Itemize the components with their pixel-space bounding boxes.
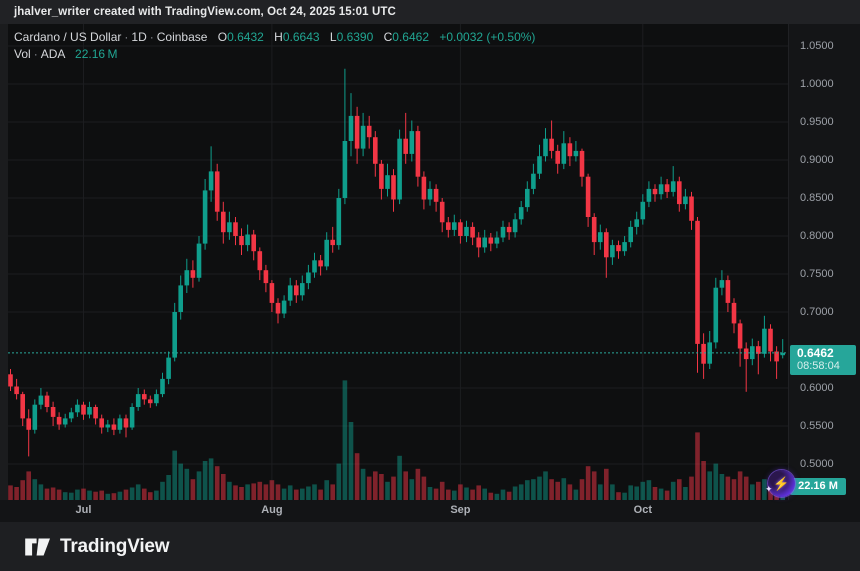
high-label: H — [274, 30, 283, 44]
price-axis-label: 1.0500 — [800, 40, 834, 52]
footer-bar: TradingView — [0, 522, 860, 571]
time-axis-label: Aug — [261, 504, 283, 516]
exchange-label[interactable]: Coinbase — [156, 30, 208, 44]
price-axis-label: 0.8000 — [800, 230, 834, 242]
time-axis-label: Oct — [633, 504, 652, 516]
symbol-title[interactable]: Cardano / US Dollar — [14, 30, 122, 44]
logo-one-glyph — [25, 538, 37, 555]
logo-seven-glyph — [36, 538, 50, 555]
sparkle-icon: ✦ — [765, 484, 773, 494]
low-label: L — [329, 30, 337, 44]
price-axis[interactable]: 0.6462 08:58:04 22.16 M 1.0500 1.0000 0.95… — [788, 24, 860, 500]
price-axis-label: 0.9000 — [800, 154, 834, 166]
price-axis-label: 1.0000 — [800, 78, 834, 90]
time-axis-label: Sep — [450, 504, 471, 516]
price-axis-label: 0.5000 — [800, 458, 834, 470]
open-label: O — [217, 30, 228, 44]
price-axis-label: 0.6000 — [800, 382, 834, 394]
legend-row-main: Cardano / US Dollar · 1D · Coinbase O0.6432 … — [14, 29, 535, 45]
volume-value-badge: 22.16 M — [790, 478, 846, 495]
tradingview-logo[interactable] — [24, 537, 51, 557]
legend-separator: · — [33, 47, 38, 61]
chart-container[interactable]: Cardano / US Dollar · 1D · Coinbase O0.6432 … — [0, 24, 860, 522]
attribution-text: jhalver_writer created with TradingView.… — [14, 6, 396, 18]
price-axis-label: 0.7000 — [800, 306, 834, 318]
bar-countdown: 08:58:04 — [797, 360, 840, 372]
close-value: 0.6462 — [392, 30, 429, 44]
time-axis[interactable]: Jul Aug Sep Oct — [0, 500, 788, 522]
attribution-bar: jhalver_writer created with TradingView.… — [0, 0, 860, 24]
chart-legend[interactable]: Cardano / US Dollar · 1D · Coinbase O0.6432 … — [14, 29, 535, 62]
time-axis-corner — [788, 500, 860, 522]
flash-boost-icon[interactable]: ⚡ ✦ — [765, 470, 795, 497]
candlestick-chart[interactable]: Cardano / US Dollar · 1D · Coinbase O0.6432 … — [8, 24, 788, 500]
time-axis-label: Jul — [75, 504, 92, 516]
price-axis-label: 0.5500 — [800, 420, 834, 432]
chart-canvas[interactable] — [8, 24, 788, 500]
price-axis-label: 0.8500 — [800, 192, 834, 204]
low-value: 0.6390 — [336, 30, 374, 44]
price-axis-label: 0.9500 — [800, 116, 834, 128]
last-price-value: 0.6462 — [797, 346, 834, 360]
volume-symbol: ADA — [40, 47, 65, 61]
axis-separator — [788, 24, 789, 522]
legend-separator: · — [124, 30, 129, 44]
close-label: C — [383, 30, 393, 44]
interval-label[interactable]: 1D — [131, 30, 147, 44]
last-price-badge[interactable]: 0.6462 08:58:04 — [790, 345, 856, 375]
volume-value: 22.16 M — [75, 47, 118, 61]
price-axis-label: 0.7500 — [800, 268, 834, 280]
lightning-bolt-icon: ⚡ — [773, 475, 790, 491]
brand-name: TradingView — [60, 535, 170, 557]
legend-separator: · — [149, 30, 154, 44]
volume-label[interactable]: Vol — [14, 47, 31, 61]
change-value: +0.0032 (+0.50%) — [439, 30, 536, 44]
high-value: 0.6643 — [282, 30, 320, 44]
legend-row-volume: Vol · ADA 22.16 M — [14, 46, 535, 62]
open-value: 0.6432 — [227, 30, 264, 44]
